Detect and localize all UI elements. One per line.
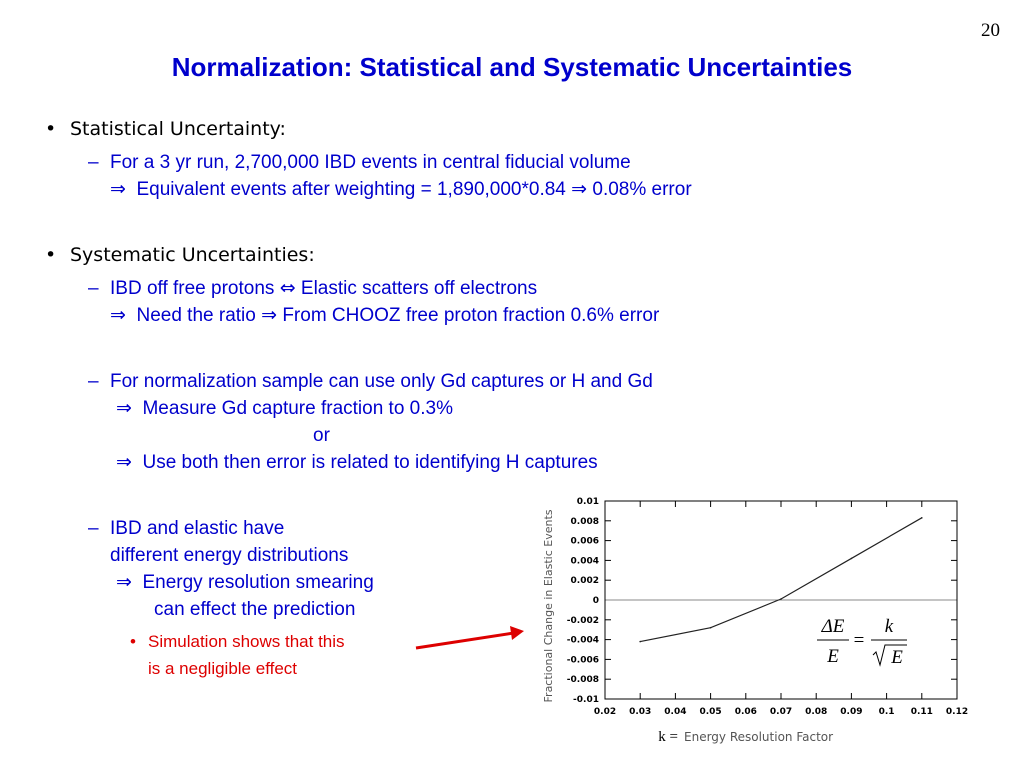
y-tick-label: 0.01: [577, 497, 599, 507]
simulation-note: • Simulation shows that this is a neglig…: [130, 628, 345, 682]
y-tick-label: -0.01: [573, 695, 599, 705]
y-tick-labels: 0.01 0.008 0.006 0.004 0.002 0 -0.002 -0.004 -0.…: [567, 497, 599, 705]
y-tick-label: -0.008: [567, 675, 599, 685]
y-tick-label: -0.002: [567, 616, 599, 626]
x-tick-label: 0.07: [770, 707, 792, 717]
slide-number: 20: [981, 20, 1000, 41]
systematic-item-3-line-2: different energy distributions: [110, 545, 349, 566]
formula-rhs-denominator: E: [890, 647, 903, 668]
formula-lhs-denominator: E: [826, 646, 839, 667]
dash-marker: –: [88, 518, 99, 539]
data-point: [850, 557, 853, 560]
implies-icon: ⇒: [110, 304, 126, 326]
y-tick-label: 0.006: [571, 537, 599, 547]
equivalence-icon: ⇔: [279, 277, 296, 299]
formula-equals: =: [854, 630, 865, 651]
implies-icon: ⇒: [116, 451, 132, 473]
implies-icon: ⇒: [110, 178, 126, 200]
x-axis-label: Energy Resolution Factor: [684, 730, 833, 744]
x-tick-label: 0.11: [911, 707, 933, 717]
bullet-systematic: • Systematic Uncertainties:: [45, 244, 315, 266]
slide-title: Normalization: Statistical and Systemati…: [171, 52, 853, 82]
statistical-error-text: 0.08% error: [592, 179, 692, 200]
data-point: [921, 517, 923, 519]
systematic-item-3-line-3: ⇒ Energy resolution smearing: [110, 569, 374, 596]
y-tick-label: -0.004: [567, 636, 599, 646]
implies-icon: ⇒: [571, 178, 588, 200]
data-point: [709, 626, 712, 629]
formula-rhs-numerator: k: [885, 616, 894, 637]
y-tick-label: 0.002: [571, 576, 599, 586]
statistical-heading: Statistical Uncertainty:: [70, 118, 286, 140]
sqrt-icon: [872, 644, 907, 667]
chooz-text: From CHOOZ free proton fraction 0.6% err…: [282, 305, 660, 326]
x-tick-label: 0.08: [805, 707, 827, 717]
simulation-note-line-1: Simulation shows that this: [148, 632, 345, 651]
gd-fraction-text: Measure Gd capture fraction to 0.3%: [142, 398, 453, 419]
elastic-electrons-text: Elastic scatters off electrons: [300, 278, 538, 299]
systematic-item-2: – For normalization sample can use only …: [88, 368, 653, 476]
need-ratio-text: Need the ratio: [136, 305, 256, 326]
energy-resolution-chart: Fractional Change in Elastic Events 0.01…: [542, 497, 968, 745]
simulation-note-line-2: is a negligible effect: [148, 659, 298, 678]
y-tick-label: 0.004: [571, 556, 599, 566]
h-captures-text: Use both then error is related to identi…: [142, 452, 598, 473]
statistical-item-1: – For a 3 yr run, 2,700,000 IBD events i…: [88, 149, 692, 203]
x-tick-label: 0.05: [699, 707, 721, 717]
y-tick-label: -0.006: [567, 655, 599, 665]
implies-icon: ⇒: [116, 571, 132, 593]
systematic-item-2-line-3: or: [313, 425, 330, 446]
x-tick-label: 0.02: [594, 707, 616, 717]
x-tick-label: 0.09: [840, 707, 862, 717]
smearing-text: Energy resolution smearing: [142, 572, 374, 593]
y-tick-label: 0.008: [571, 517, 599, 527]
data-point: [780, 598, 782, 600]
systematic-item-1-line-2: ⇒ Need the ratio ⇒ From CHOOZ free proto…: [110, 302, 659, 329]
x-tick-label: 0.03: [629, 707, 651, 717]
x-axis-prefix: k =: [658, 729, 678, 745]
bullet-statistical: • Statistical Uncertainty:: [45, 118, 286, 140]
bullet-dot: •: [130, 632, 136, 651]
systematic-item-1-line-1: IBD off free protons ⇔ Elastic scatters …: [110, 275, 659, 302]
x-tick-label: 0.1: [879, 707, 895, 717]
systematic-item-2-line-4: ⇒ Use both then error is related to iden…: [110, 449, 653, 476]
plot-frame: [604, 500, 958, 700]
systematic-item-2-line-2: ⇒ Measure Gd capture fraction to 0.3%: [110, 395, 653, 422]
x-tick-labels: 0.02 0.03 0.04 0.05 0.06 0.07 0.08 0.09 0.1 0.11 0…: [594, 707, 968, 717]
systematic-heading: Systematic Uncertainties:: [70, 244, 315, 266]
data-point: [639, 640, 641, 643]
ibd-protons-text: IBD off free protons: [110, 278, 275, 299]
systematic-item-3-line-4: can effect the prediction: [154, 599, 356, 620]
systematic-item-1: – IBD off free protons ⇔ Elastic scatter…: [88, 275, 659, 329]
tick-marks: [604, 500, 958, 700]
weighted-events-text: Equivalent events after weighting = 1,89…: [136, 179, 566, 200]
pointer-arrow-icon: [415, 626, 524, 650]
dash-marker: –: [88, 278, 99, 299]
statistical-item-1-line-2: ⇒ Equivalent events after weighting = 1,…: [110, 176, 692, 203]
y-tick-label: 0: [593, 596, 599, 606]
dash-marker: –: [88, 152, 99, 173]
bullet-dot: •: [45, 244, 57, 266]
systematic-item-3: – IBD and elastic have different energy …: [88, 515, 374, 623]
y-axis-label: Fractional Change in Elastic Events: [542, 509, 555, 702]
x-tick-label: 0.04: [664, 707, 686, 717]
dash-marker: –: [88, 371, 99, 392]
resolution-formula: ΔE E = k E: [815, 612, 925, 675]
systematic-item-2-line-1: For normalization sample can use only Gd…: [110, 371, 653, 392]
statistical-item-1-line-1: For a 3 yr run, 2,700,000 IBD events in …: [110, 152, 631, 173]
series-points: [639, 517, 923, 643]
formula-lhs-numerator: ΔE: [821, 616, 845, 637]
implies-icon: ⇒: [261, 304, 278, 326]
bullet-dot: •: [45, 118, 57, 140]
systematic-item-3-line-1: IBD and elastic have: [110, 518, 285, 539]
formula-graphic: ΔE E = k E: [817, 616, 907, 668]
x-tick-label: 0.12: [946, 707, 968, 717]
x-tick-label: 0.06: [735, 707, 757, 717]
implies-icon: ⇒: [116, 397, 132, 419]
